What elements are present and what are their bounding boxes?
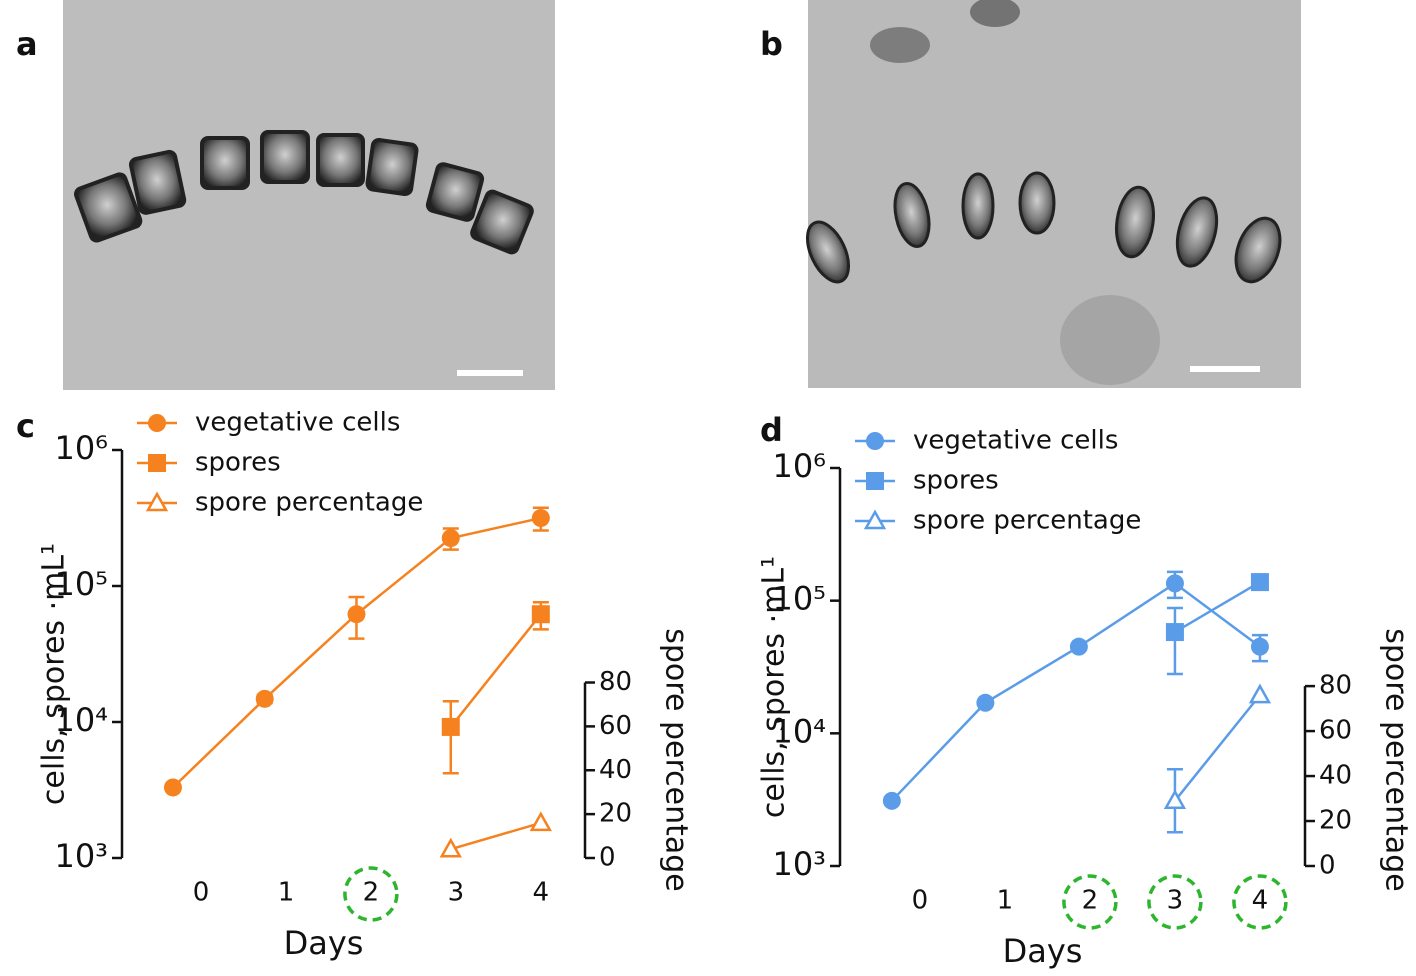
x-tick-label: 1 xyxy=(997,886,1014,916)
x-tick-label: 0 xyxy=(912,886,929,916)
y2-tick-label: 60 xyxy=(1319,716,1352,746)
data-point xyxy=(531,605,550,624)
highlight-circle xyxy=(1062,874,1118,930)
legend-marker xyxy=(148,414,166,432)
data-point xyxy=(441,717,460,736)
data-point xyxy=(347,605,366,624)
y2-tick-label: 20 xyxy=(599,799,632,829)
legend-label: spores xyxy=(913,466,999,496)
panel-label: d xyxy=(760,411,783,449)
y2-tick-label: 80 xyxy=(1319,671,1352,701)
data-point xyxy=(255,689,274,708)
legend-label: vegetative cells xyxy=(913,426,1118,456)
data-point xyxy=(1069,637,1088,656)
highlight-circle xyxy=(1147,874,1203,930)
data-point xyxy=(529,811,552,832)
y-tick-label: 10⁴ xyxy=(54,701,108,739)
highlight-circle xyxy=(1232,874,1288,930)
y2-tick-label: 20 xyxy=(1319,806,1352,836)
data-point xyxy=(163,778,182,797)
series-line xyxy=(450,821,542,851)
data-point xyxy=(1165,623,1184,642)
data-point xyxy=(439,837,462,858)
x-tick-label: 0 xyxy=(193,878,210,908)
legend-marker xyxy=(863,509,887,530)
y2-tick-label: 0 xyxy=(599,843,616,873)
data-point xyxy=(976,693,995,712)
x-tick-label: 2 xyxy=(1082,886,1099,916)
y-tick-label: 10⁵ xyxy=(772,580,826,618)
data-point xyxy=(1248,683,1272,704)
x-tick-label: 1 xyxy=(278,878,295,908)
y-tick-label: 10⁶ xyxy=(772,447,826,485)
x-tick-label: 2 xyxy=(363,878,380,908)
y2-tick-label: 60 xyxy=(599,711,632,741)
micrograph-a xyxy=(63,0,555,390)
data-point xyxy=(882,791,901,810)
y-tick-label: 10⁴ xyxy=(772,712,826,750)
x-tick-label: 3 xyxy=(1167,886,1184,916)
data-point xyxy=(1250,637,1269,656)
y2-tick-label: 0 xyxy=(1319,851,1336,881)
legend-label: spore percentage xyxy=(913,506,1141,536)
y2-axis-label: spore percentage xyxy=(1379,628,1414,891)
y-tick-label: 10³ xyxy=(54,837,108,875)
series-line xyxy=(172,516,542,789)
x-axis-label: Days xyxy=(284,924,364,962)
data-point xyxy=(1250,573,1269,592)
series-line xyxy=(1173,694,1261,802)
x-tick-label: 4 xyxy=(533,878,550,908)
x-tick-label: 3 xyxy=(448,878,465,908)
y-axis-label: cells, spores ·mL¹ xyxy=(757,556,792,818)
panel-label: c xyxy=(16,407,35,445)
legend-label: spores xyxy=(195,448,281,478)
legend-marker xyxy=(866,432,884,450)
series-line xyxy=(449,613,542,728)
y-tick-label: 10³ xyxy=(772,845,826,883)
data-point xyxy=(531,509,550,528)
y2-tick-label: 80 xyxy=(599,667,632,697)
panel-label: b xyxy=(760,25,783,63)
y2-axis-label: spore percentage xyxy=(659,628,694,891)
legend-label: vegetative cells xyxy=(195,408,400,438)
legend-marker xyxy=(148,454,166,472)
series-line xyxy=(1174,581,1261,634)
micrograph-b xyxy=(805,0,1301,388)
y-axis-label: cells, spores ·mL¹ xyxy=(37,543,72,805)
y-tick-label: 10⁵ xyxy=(54,565,108,603)
legend-label: spore percentage xyxy=(195,488,423,518)
data-point xyxy=(1163,789,1187,810)
x-tick-label: 4 xyxy=(1252,886,1269,916)
legend-marker xyxy=(145,491,169,512)
highlight-circle xyxy=(343,866,399,922)
y2-tick-label: 40 xyxy=(599,755,632,785)
y-tick-label: 10⁶ xyxy=(54,429,108,467)
legend-marker xyxy=(866,472,884,490)
panel-label: a xyxy=(16,25,38,63)
data-point xyxy=(1165,574,1184,593)
x-axis-label: Days xyxy=(1003,932,1083,970)
y2-tick-label: 40 xyxy=(1319,761,1352,791)
data-point xyxy=(441,529,460,548)
